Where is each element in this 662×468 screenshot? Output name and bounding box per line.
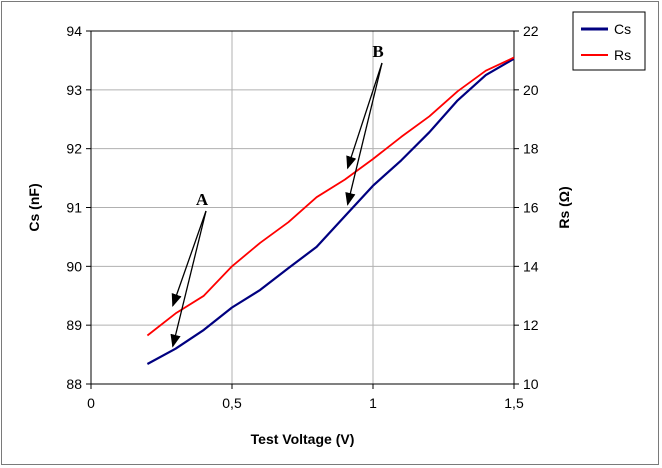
x-tick-label: 1 [369, 395, 377, 411]
y-right-tick-label: 10 [523, 376, 539, 392]
y-right-tick-labels: 10 12 14 16 18 20 22 [523, 23, 539, 392]
annotation-arrow-a [171, 210, 207, 307]
series-lines [146, 56, 515, 365]
y-left-tick-label: 92 [66, 141, 82, 157]
y-left-tick-label: 90 [66, 258, 82, 274]
series-line-rs [146, 56, 515, 337]
legend-box [572, 11, 646, 71]
y-left-tick-label: 91 [66, 200, 82, 216]
annotation-arrow-b [346, 62, 383, 170]
legend-label-cs: Cs [614, 21, 631, 37]
x-tick-label: 0 [87, 395, 95, 411]
y-right-axis-label: Rs (Ω) [556, 186, 572, 228]
annotation-arrow-b [345, 62, 383, 206]
y-right-tick-label: 18 [523, 141, 539, 157]
annotation-label-a: A [196, 190, 209, 209]
x-tick-label: 1,5 [504, 395, 524, 411]
annotation-label-b: B [372, 42, 383, 61]
y-right-tick-label: 20 [523, 82, 539, 98]
y-right-tick-label: 22 [523, 23, 539, 39]
legend: Cs Rs [572, 11, 646, 71]
y-left-tick-labels: 88 89 90 91 92 93 94 [66, 23, 82, 392]
y-left-tick-label: 94 [66, 23, 82, 39]
y-right-tick-label: 12 [523, 317, 539, 333]
y-left-tick-label: 89 [66, 317, 82, 333]
annotation-arrow-a [170, 210, 207, 348]
x-tick-labels: 0 0,5 1 1,5 [87, 395, 524, 411]
y-left-tick-label: 88 [66, 376, 82, 392]
legend-label-rs: Rs [614, 47, 631, 63]
x-tick-label: 0,5 [222, 395, 242, 411]
x-axis-label: Test Voltage (V) [251, 431, 355, 447]
tick-marks [86, 30, 519, 389]
annotations: AB [170, 42, 384, 348]
y-right-tick-label: 16 [523, 200, 539, 216]
y-left-tick-label: 93 [66, 82, 82, 98]
y-right-tick-label: 14 [523, 258, 539, 274]
y-left-axis-label: Cs (nF) [26, 183, 42, 231]
series-line-cs [146, 57, 515, 365]
